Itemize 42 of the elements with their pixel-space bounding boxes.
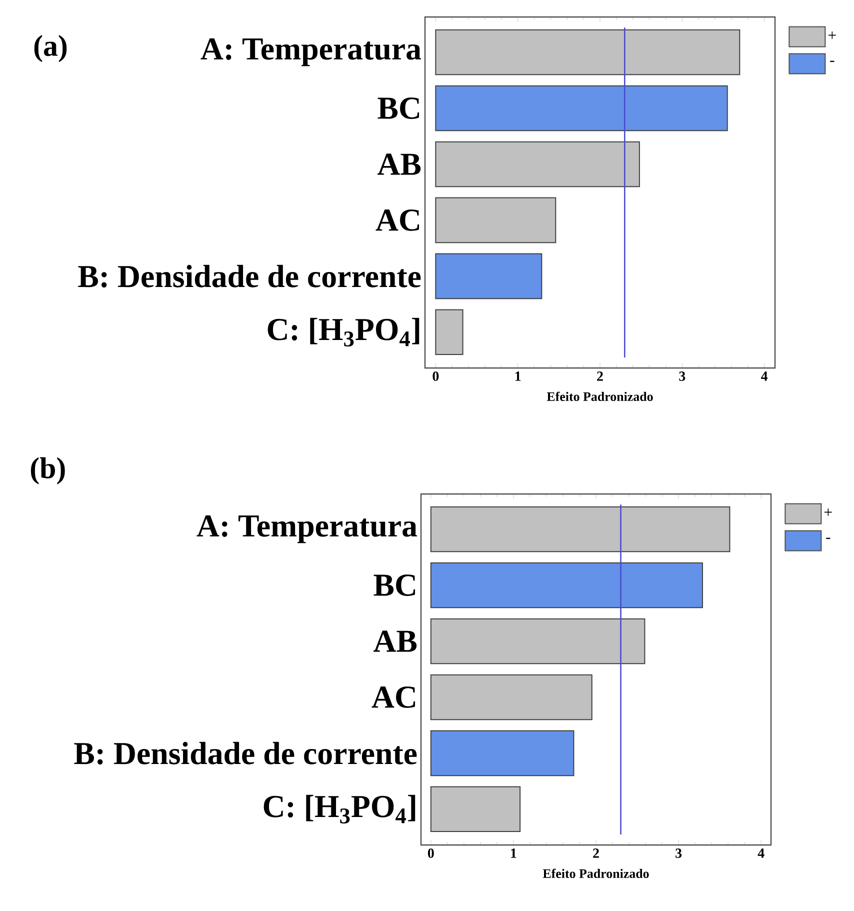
- bar: [430, 730, 574, 776]
- bar: [430, 786, 521, 832]
- x-tick-label: 4: [758, 848, 764, 858]
- y-tick-label: C: [H$_{3}$PO$_{4}$]: [268, 318, 420, 346]
- text: (b): [30, 457, 65, 484]
- x-tick-label: 3: [679, 372, 686, 381]
- y-tick-label: AB: [378, 154, 421, 175]
- y-tick-label: B: Densidade de corrente: [74, 742, 417, 764]
- x-tick-label: 3: [676, 848, 682, 858]
- y-tick-label: AB: [374, 630, 417, 652]
- bar: [435, 309, 464, 356]
- bar: [435, 141, 640, 188]
- legend-label: -: [826, 538, 830, 539]
- y-tick-label: B: Densidade de corrente: [78, 264, 421, 288]
- y-tick-label: A: Temperatura: [196, 515, 418, 544]
- legend-label: -: [830, 60, 834, 62]
- x-axis-title: Efeito Padronizado: [546, 392, 653, 402]
- x-tick-label: 1: [511, 848, 516, 858]
- text: (a): [34, 35, 67, 62]
- y-tick-label: A: Temperatura: [200, 38, 422, 66]
- bar: [430, 562, 703, 608]
- legend-label: +: [828, 31, 836, 39]
- x-tick-label: 2: [597, 372, 603, 381]
- y-tick-label: AC: [372, 686, 416, 708]
- x-axis-title: Efeito Padronizado: [542, 868, 649, 878]
- x-tick-label: 0: [428, 848, 434, 858]
- bar: [435, 197, 556, 244]
- bar: [430, 618, 646, 664]
- y-tick-label: C: [H$_{3}$PO$_{4}$]: [264, 794, 416, 824]
- legend-label: +: [824, 508, 832, 516]
- x-tick-label: 4: [761, 372, 768, 381]
- x-tick-label: 1: [515, 372, 521, 381]
- bar: [430, 506, 730, 552]
- y-tick-label: BC: [374, 574, 416, 596]
- bar: [435, 29, 740, 76]
- bar: [435, 253, 542, 300]
- bar: [430, 674, 592, 720]
- x-tick-label: 0: [432, 372, 439, 381]
- x-tick-label: 2: [593, 848, 599, 858]
- bar: [435, 85, 728, 132]
- y-tick-label: AC: [376, 209, 420, 231]
- y-tick-label: BC: [378, 98, 420, 119]
